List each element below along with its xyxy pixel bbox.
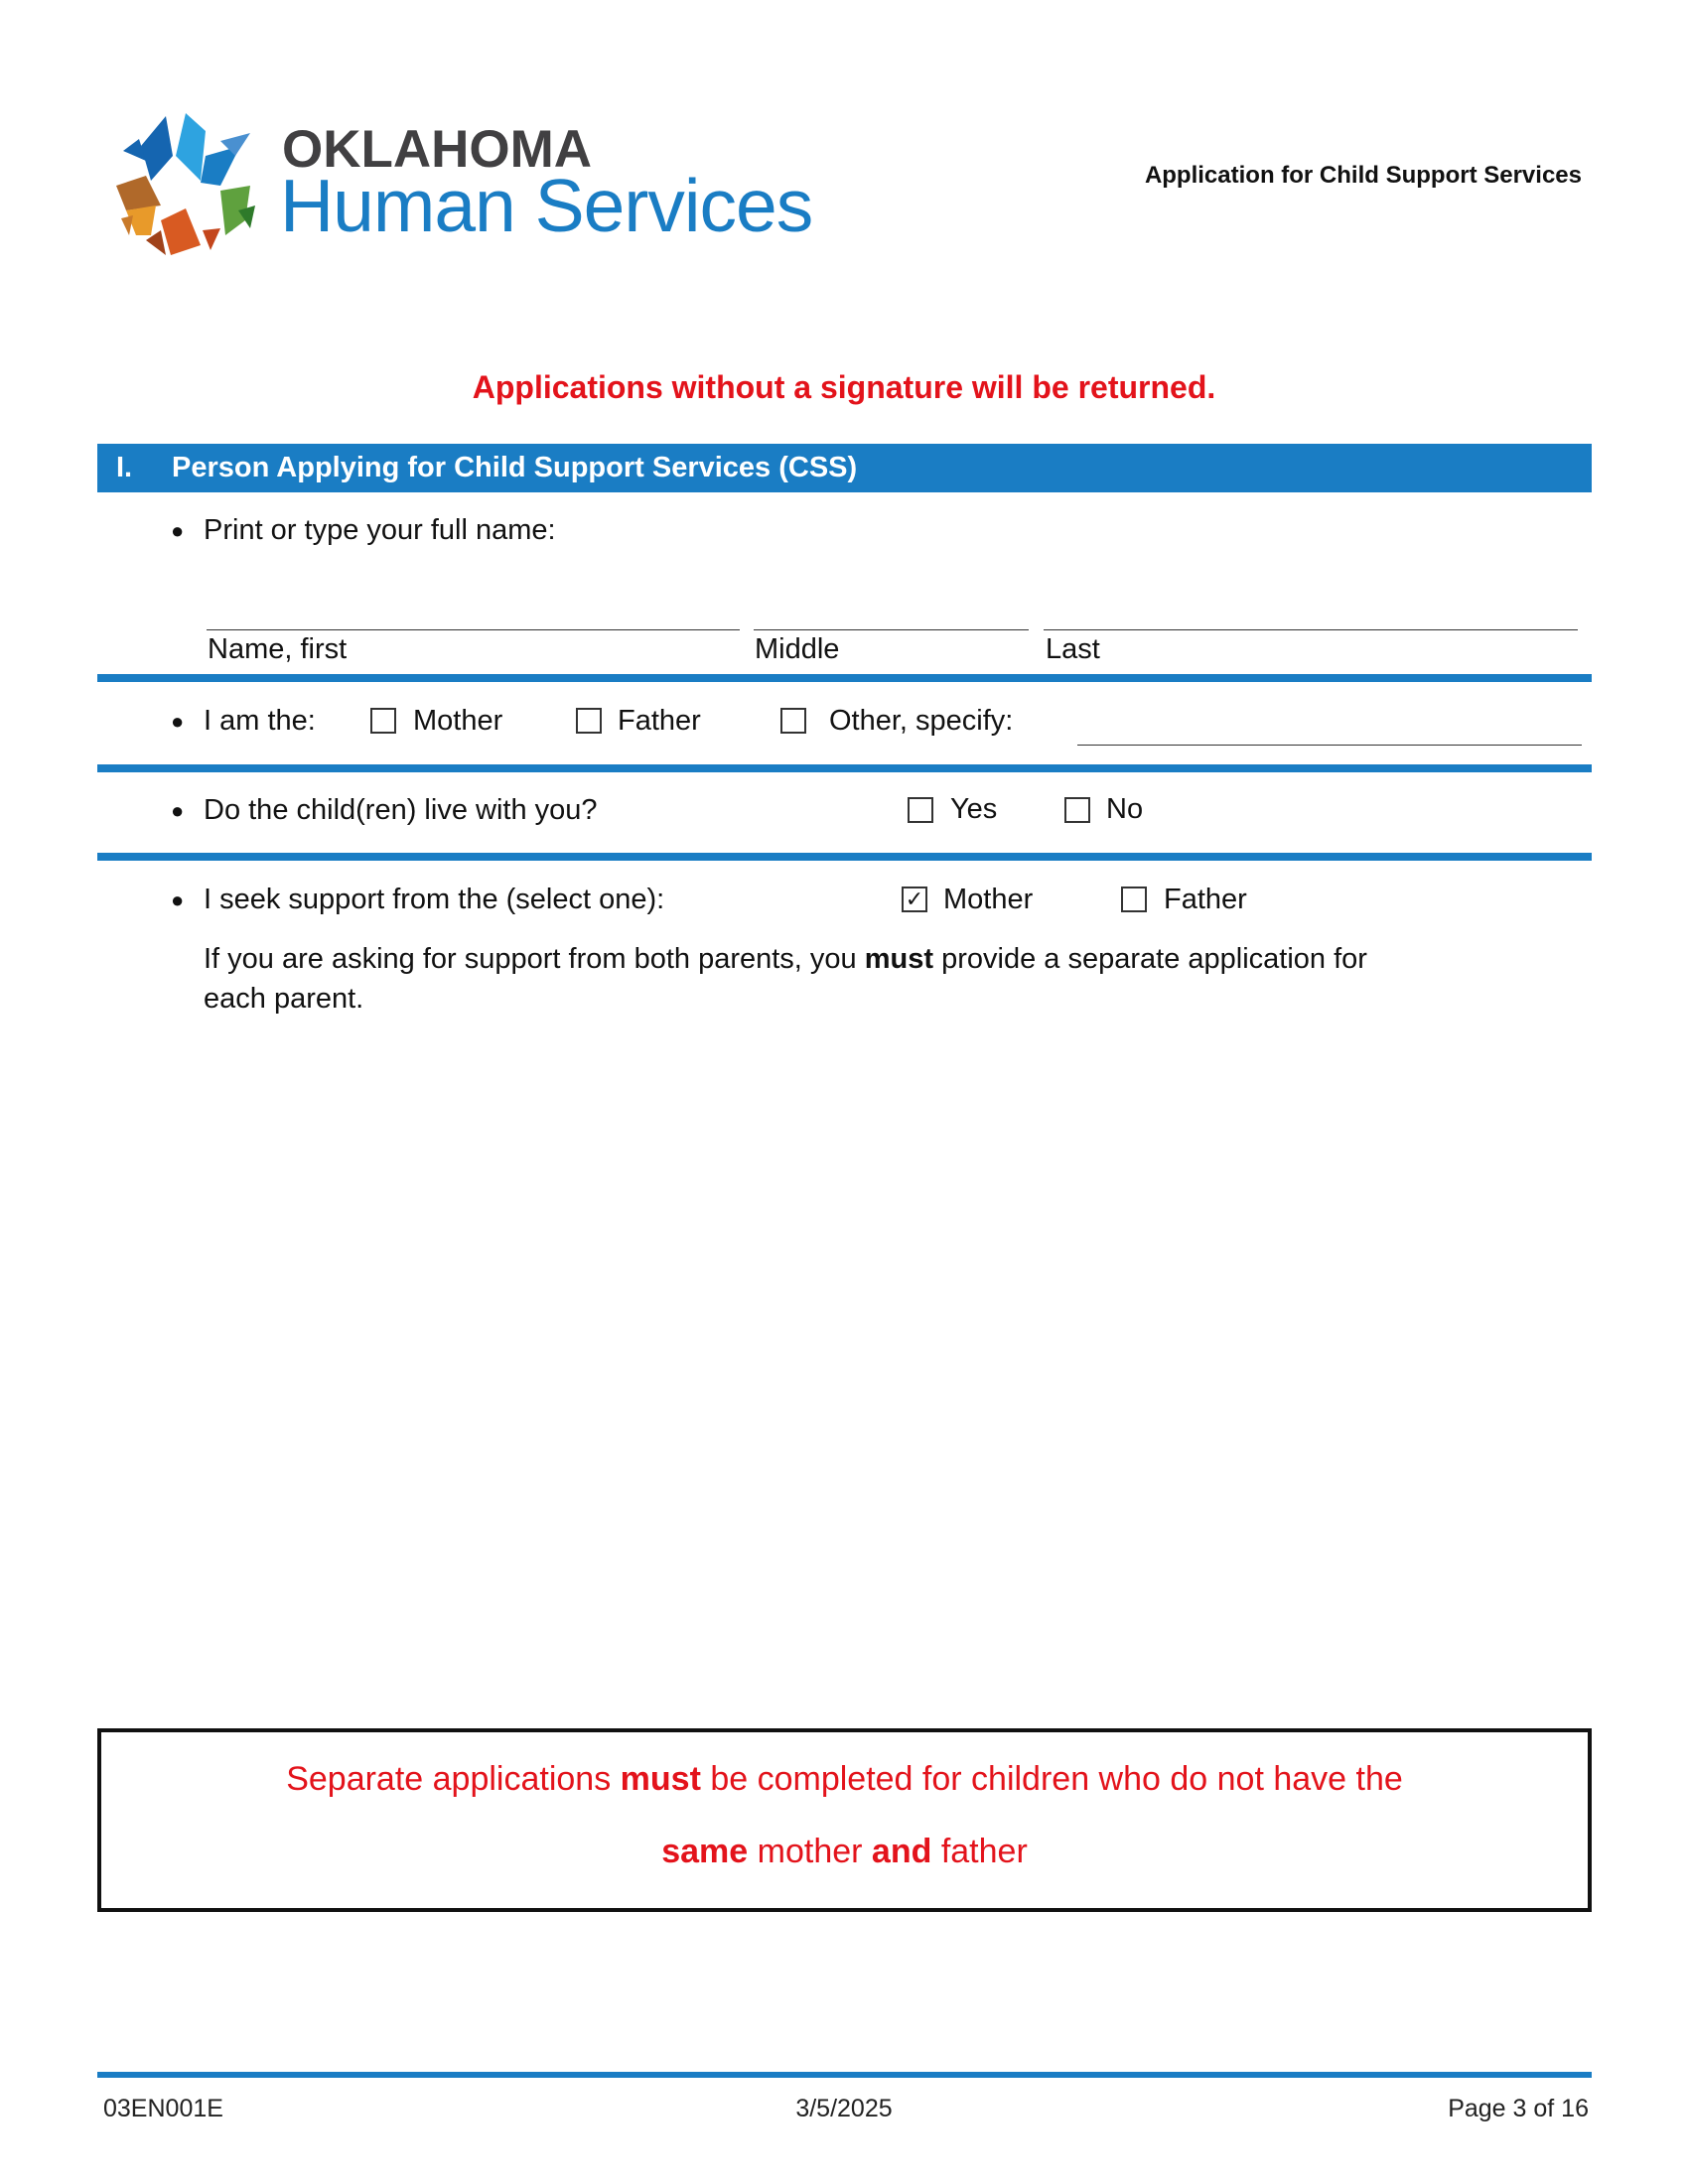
support-note-line2: each parent. — [204, 983, 364, 1015]
section-number: I. — [116, 452, 133, 483]
other-label: Other, specify: — [829, 705, 1014, 737]
no-label: No — [1106, 793, 1144, 825]
other-specify-field[interactable] — [1077, 745, 1582, 746]
notice-text: be completed for children who do not hav… — [700, 1760, 1403, 1798]
section-header: I. Person Applying for Child Support Ser… — [97, 444, 1592, 492]
yes-label: Yes — [950, 793, 998, 825]
checkmark-icon: ✓ — [905, 887, 924, 911]
notice-text: father — [931, 1833, 1028, 1870]
support-mother-checkbox[interactable]: ✓ — [902, 887, 927, 912]
footer-rule — [97, 2072, 1592, 2078]
note-text: If you are asking for support from both … — [204, 943, 865, 975]
support-note: If you are asking for support from both … — [204, 943, 1367, 976]
relation-prompt: I am the: — [204, 705, 316, 737]
form-id: 03EN001E — [103, 2095, 223, 2122]
middle-name-field[interactable] — [754, 629, 1029, 630]
bullet: ● — [171, 518, 185, 543]
notice-box: Separate applications must be completed … — [97, 1728, 1592, 1912]
name-prompt: Print or type your full name: — [204, 514, 556, 546]
signature-warning: Applications without a signature will be… — [472, 369, 1216, 405]
note-bold: must — [864, 943, 934, 975]
last-name-field[interactable] — [1044, 629, 1578, 630]
document-title: Application for Child Support Services — [1144, 162, 1582, 189]
support-prompt: I seek support from the (select one): — [204, 884, 665, 915]
footer-date: 3/5/2025 — [795, 2095, 893, 2122]
section-title: Person Applying for Child Support Servic… — [172, 452, 858, 483]
bullet: ● — [171, 709, 185, 734]
support-father-label: Father — [1164, 884, 1247, 915]
logo-line1: OKLAHOMA — [282, 120, 593, 179]
father-checkbox[interactable] — [576, 708, 602, 734]
notice-bold: must — [620, 1760, 701, 1798]
note-text: provide a separate application for — [933, 943, 1367, 975]
logo-line2: Human Services — [280, 164, 813, 247]
divider — [97, 764, 1592, 772]
first-name-field[interactable] — [207, 629, 740, 630]
notice-bold: same — [661, 1833, 749, 1870]
bullet: ● — [171, 798, 185, 823]
middle-name-label: Middle — [755, 633, 840, 665]
notice-text: Separate applications — [286, 1760, 621, 1798]
support-father-checkbox[interactable] — [1121, 887, 1147, 912]
first-name-label: Name, first — [208, 633, 348, 665]
page-number: Page 3 of 16 — [1448, 2095, 1589, 2122]
notice-line2: same mother and father — [101, 1833, 1588, 1871]
divider — [97, 853, 1592, 861]
bullet: ● — [171, 887, 185, 912]
no-checkbox[interactable] — [1064, 797, 1090, 823]
divider — [97, 674, 1592, 682]
notice-line1: Separate applications must be completed … — [101, 1760, 1588, 1799]
mother-label: Mother — [413, 705, 503, 737]
yes-checkbox[interactable] — [908, 797, 933, 823]
mother-checkbox[interactable] — [370, 708, 396, 734]
last-name-label: Last — [1046, 633, 1100, 665]
father-label: Father — [618, 705, 701, 737]
support-mother-label: Mother — [943, 884, 1034, 915]
logo-star-icon — [116, 113, 255, 255]
live-prompt: Do the child(ren) live with you? — [204, 794, 598, 826]
notice-bold: and — [871, 1833, 932, 1870]
other-checkbox[interactable] — [780, 708, 806, 734]
notice-text: mother — [748, 1833, 872, 1870]
